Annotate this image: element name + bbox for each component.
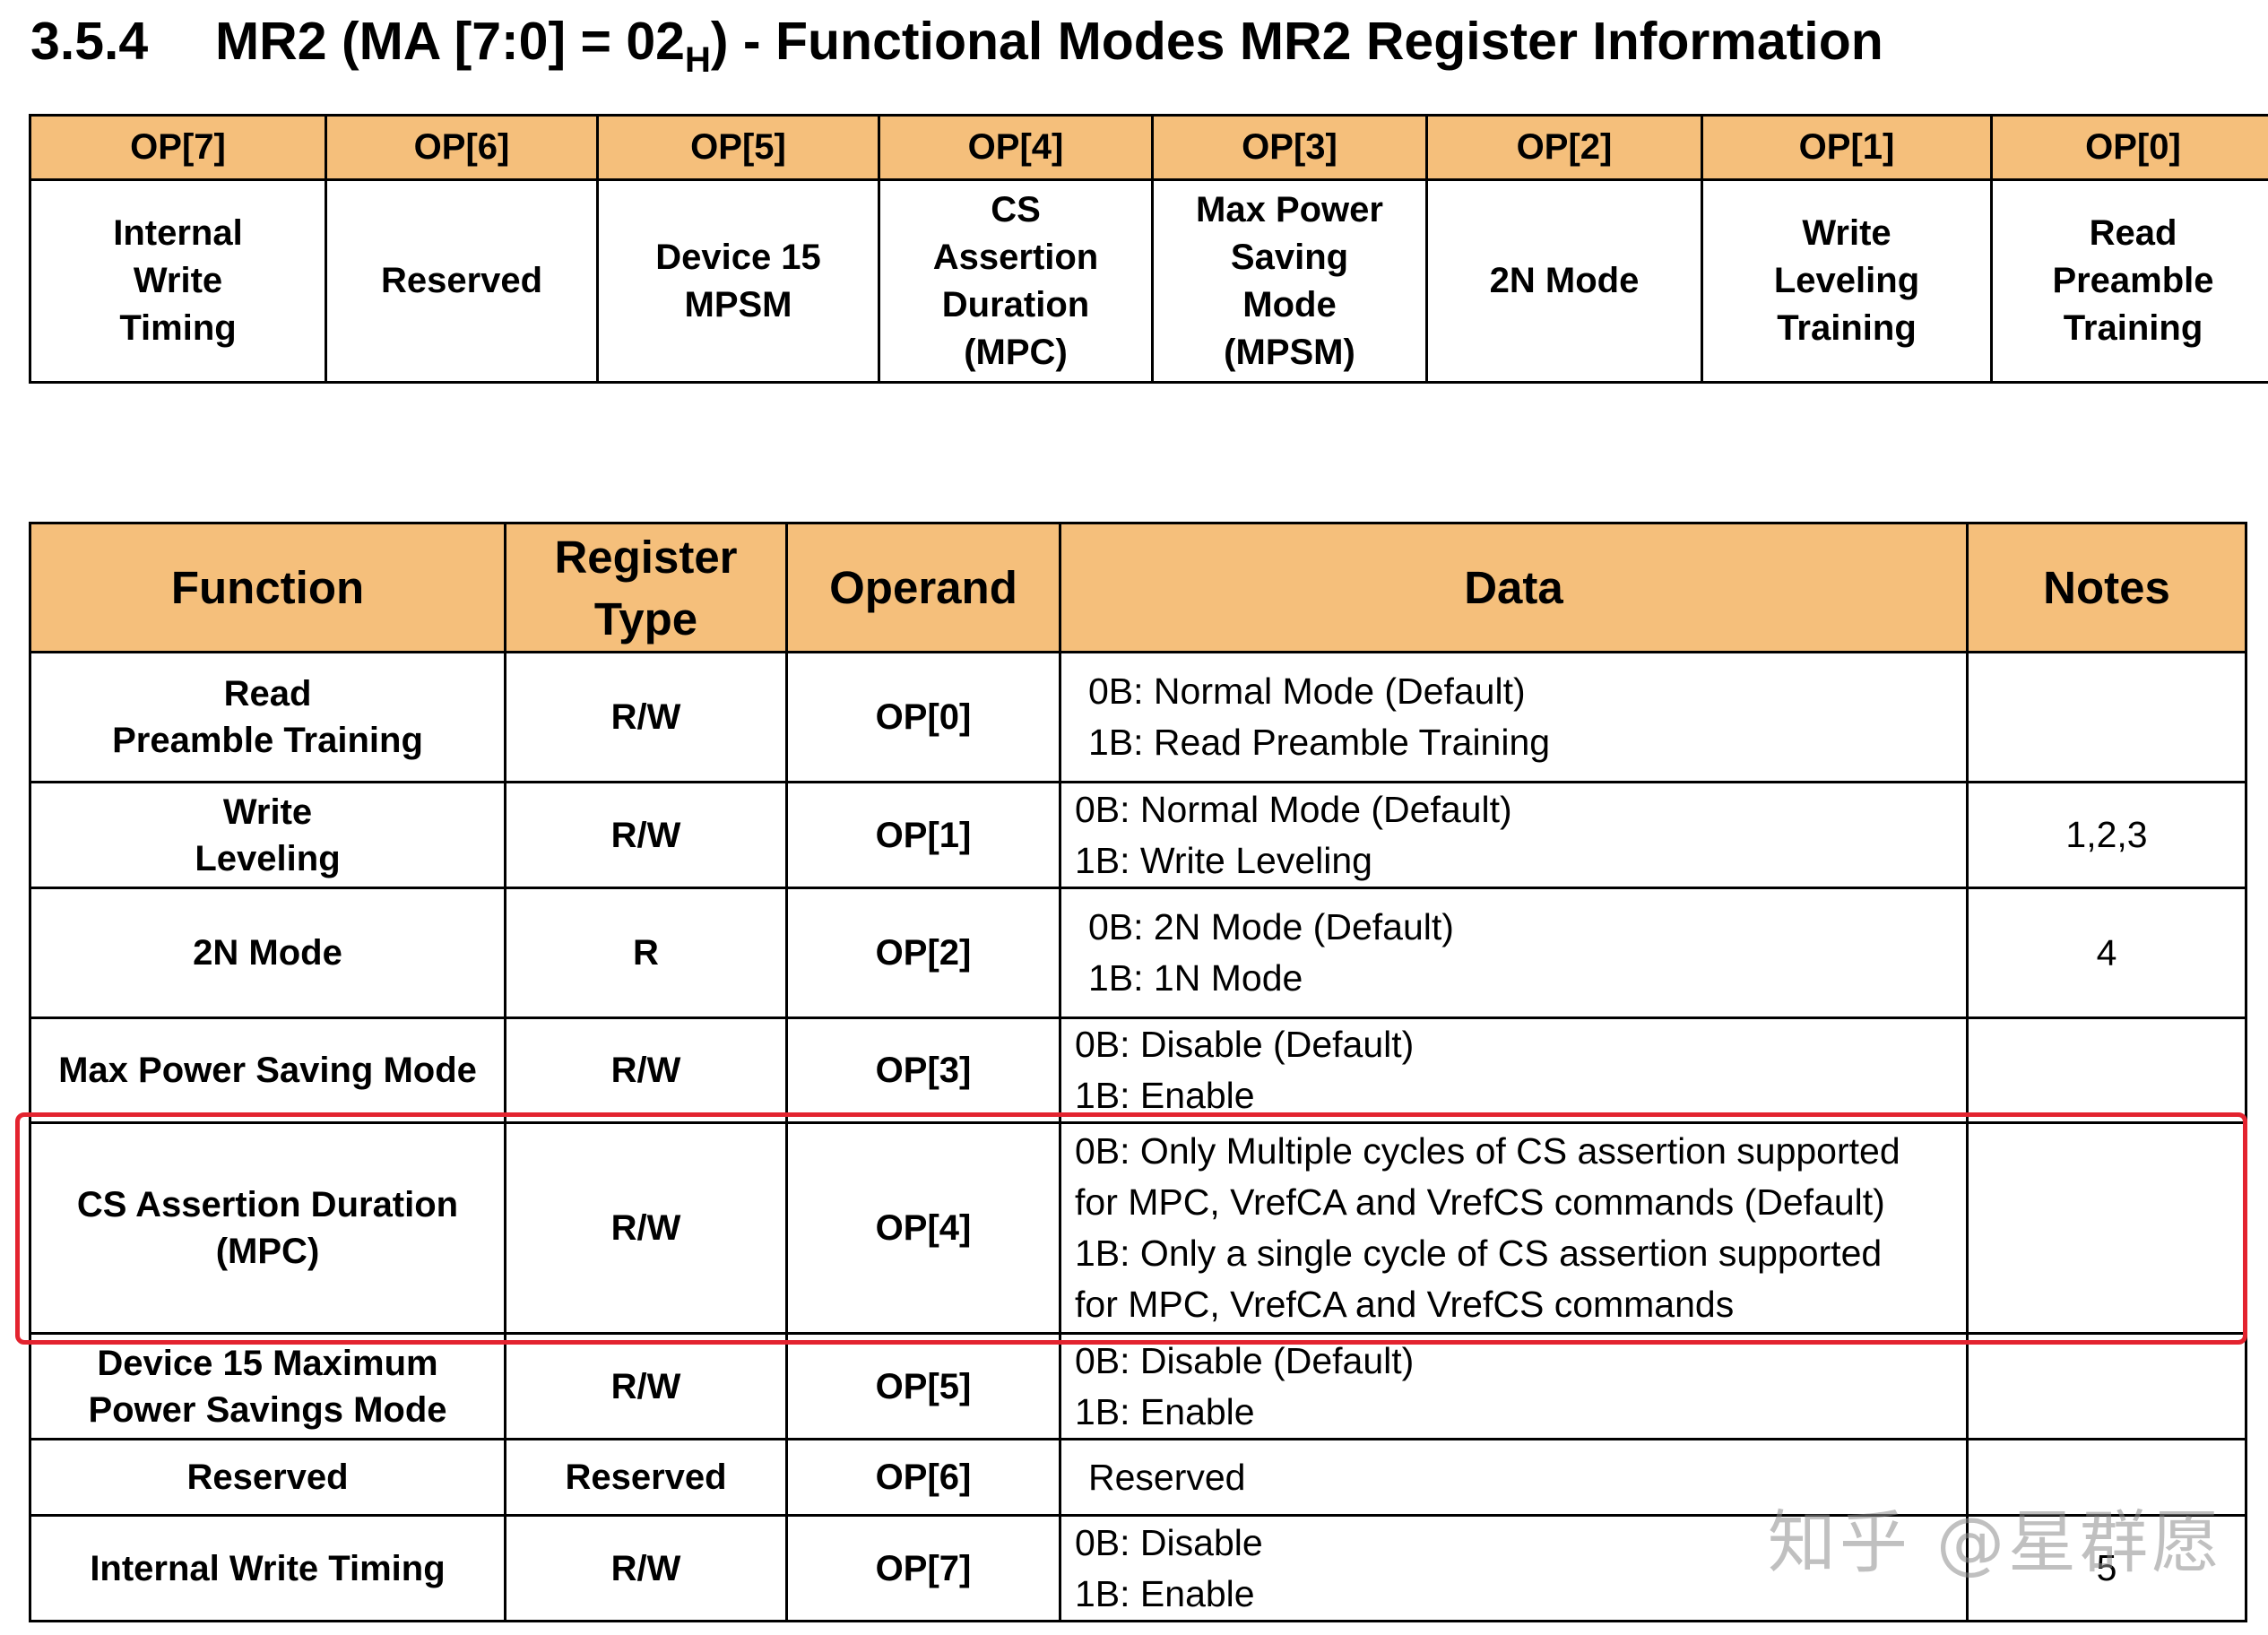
op-name-row: Internal Write Timing Reserved Device 15… bbox=[29, 178, 2268, 384]
op-name-cell: Reserved bbox=[325, 178, 599, 384]
op-header-cell: OP[0] bbox=[1990, 114, 2268, 181]
register-type-cell: R/W bbox=[504, 1121, 788, 1335]
data-cell: Reserved bbox=[1059, 1438, 1969, 1517]
data-text: 0B: Normal Mode (Default) 1B: Write Leve… bbox=[1075, 788, 1512, 881]
data-text: Reserved bbox=[1088, 1456, 1246, 1498]
data-cell: 0B: Disable 1B: Enable bbox=[1059, 1514, 1969, 1622]
op-header-cell: OP[5] bbox=[596, 114, 880, 181]
register-type-cell: R/W bbox=[504, 781, 788, 889]
function-cell: Write Leveling bbox=[29, 781, 506, 889]
heading-title-rest: ) - Functional Modes MR2 Register Inform… bbox=[710, 12, 1883, 71]
function-cell: Device 15 Maximum Power Savings Mode bbox=[29, 1332, 506, 1440]
heading-subscript: H bbox=[685, 40, 711, 80]
data-text: 0B: Normal Mode (Default) 1B: Read Pream… bbox=[1088, 670, 1551, 763]
op-name-cell: Internal Write Timing bbox=[29, 178, 327, 384]
op-name-cell: Device 15 MPSM bbox=[596, 178, 880, 384]
notes-cell bbox=[1966, 1438, 2247, 1517]
heading-title-main: MR2 (MA [7:0] = 02 bbox=[215, 12, 685, 71]
table-row: Reserved Reserved OP[6] Reserved bbox=[29, 1438, 2247, 1517]
register-function-table: Function Register Type Operand Data Note… bbox=[29, 522, 2247, 1622]
table-row: CS Assertion Duration (MPC) R/W OP[4] 0B… bbox=[29, 1121, 2247, 1335]
op-header-cell: OP[7] bbox=[29, 114, 327, 181]
function-cell: Max Power Saving Mode bbox=[29, 1016, 506, 1124]
notes-cell: 5 bbox=[1966, 1514, 2247, 1622]
register-type-cell: R/W bbox=[504, 1016, 788, 1124]
function-cell: Reserved bbox=[29, 1438, 506, 1517]
data-text: 0B: Disable (Default) 1B: Enable bbox=[1075, 1024, 1415, 1116]
data-cell: 0B: Normal Mode (Default) 1B: Write Leve… bbox=[1059, 781, 1969, 889]
op-name-cell: Write Leveling Training bbox=[1701, 178, 1993, 384]
data-cell: 0B: Disable (Default) 1B: Enable bbox=[1059, 1016, 1969, 1124]
register-type-cell: R/W bbox=[504, 1332, 788, 1440]
op-header-cell: OP[6] bbox=[325, 114, 599, 181]
operand-cell: OP[7] bbox=[785, 1514, 1061, 1622]
header-operand: Operand bbox=[785, 522, 1061, 653]
table-row: 2N Mode R OP[2] 0B: 2N Mode (Default) 1B… bbox=[29, 887, 2247, 1019]
table-row: Write Leveling R/W OP[1] 0B: Normal Mode… bbox=[29, 781, 2247, 889]
notes-cell: 4 bbox=[1966, 887, 2247, 1019]
register-type-cell: Reserved bbox=[504, 1438, 788, 1517]
operand-cell: OP[0] bbox=[785, 651, 1061, 783]
notes-cell bbox=[1966, 651, 2247, 783]
op-name-cell: Max Power Saving Mode (MPSM) bbox=[1151, 178, 1428, 384]
highlight-box bbox=[15, 1112, 2247, 1345]
data-cell: 0B: Only Multiple cycles of CS assertion… bbox=[1059, 1121, 1969, 1335]
section-heading: 3.5.4 MR2 (MA [7:0] = 02H) - Functional M… bbox=[30, 11, 1883, 78]
register-type-cell: R bbox=[504, 887, 788, 1019]
table-row: Read Preamble Training R/W OP[0] 0B: Nor… bbox=[29, 651, 2247, 783]
op-name-cell: 2N Mode bbox=[1425, 178, 1703, 384]
data-text: 0B: Disable (Default) 1B: Enable bbox=[1075, 1339, 1415, 1432]
operand-cell: OP[2] bbox=[785, 887, 1061, 1019]
data-cell: 0B: Normal Mode (Default) 1B: Read Pream… bbox=[1059, 651, 1969, 783]
register-type-cell: R/W bbox=[504, 651, 788, 783]
op-bit-table: OP[7] OP[6] OP[5] OP[4] OP[3] OP[2] OP[1… bbox=[29, 114, 2268, 384]
op-name-cell: CS Assertion Duration (MPC) bbox=[878, 178, 1154, 384]
data-text: 0B: Disable 1B: Enable bbox=[1075, 1521, 1263, 1614]
notes-cell bbox=[1966, 1121, 2247, 1335]
op-name-cell: Read Preamble Training bbox=[1990, 178, 2268, 384]
header-function: Function bbox=[29, 522, 506, 653]
op-header-cell: OP[3] bbox=[1151, 114, 1428, 181]
header-notes: Notes bbox=[1966, 522, 2247, 653]
operand-cell: OP[5] bbox=[785, 1332, 1061, 1440]
op-header-cell: OP[4] bbox=[878, 114, 1154, 181]
operand-cell: OP[6] bbox=[785, 1438, 1061, 1517]
notes-cell bbox=[1966, 1332, 2247, 1440]
operand-cell: OP[4] bbox=[785, 1121, 1061, 1335]
watermark: 知乎 @星群愿 bbox=[1767, 1502, 2223, 1582]
table-row: Max Power Saving Mode R/W OP[3] 0B: Disa… bbox=[29, 1016, 2247, 1124]
table-row: Device 15 Maximum Power Savings Mode R/W… bbox=[29, 1332, 2247, 1440]
section-number: 3.5.4 bbox=[30, 12, 149, 71]
function-cell: CS Assertion Duration (MPC) bbox=[29, 1121, 506, 1335]
header-data: Data bbox=[1059, 522, 1969, 653]
function-cell: Read Preamble Training bbox=[29, 651, 506, 783]
notes-cell bbox=[1966, 1016, 2247, 1124]
operand-cell: OP[1] bbox=[785, 781, 1061, 889]
data-text: 0B: 2N Mode (Default) 1B: 1N Mode bbox=[1088, 906, 1454, 999]
op-header-cell: OP[2] bbox=[1425, 114, 1703, 181]
operand-cell: OP[3] bbox=[785, 1016, 1061, 1124]
data-text: 0B: Only Multiple cycles of CS assertion… bbox=[1075, 1130, 1900, 1325]
function-cell: 2N Mode bbox=[29, 887, 506, 1019]
notes-cell: 1,2,3 bbox=[1966, 781, 2247, 889]
op-header-cell: OP[1] bbox=[1701, 114, 1993, 181]
table-row: Internal Write Timing R/W OP[7] 0B: Disa… bbox=[29, 1514, 2247, 1622]
table-header-row: Function Register Type Operand Data Note… bbox=[29, 522, 2247, 653]
data-cell: 0B: Disable (Default) 1B: Enable bbox=[1059, 1332, 1969, 1440]
header-register-type: Register Type bbox=[504, 522, 788, 653]
op-header-row: OP[7] OP[6] OP[5] OP[4] OP[3] OP[2] OP[1… bbox=[29, 114, 2268, 181]
register-type-cell: R/W bbox=[504, 1514, 788, 1622]
data-cell: 0B: 2N Mode (Default) 1B: 1N Mode bbox=[1059, 887, 1969, 1019]
function-cell: Internal Write Timing bbox=[29, 1514, 506, 1622]
